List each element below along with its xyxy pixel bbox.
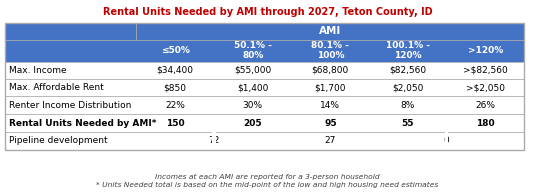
- Text: Rental Units Needed by AMI through 2027, Teton County, ID: Rental Units Needed by AMI through 2027,…: [103, 7, 432, 17]
- Text: 72: 72: [208, 136, 220, 145]
- Text: Renter Income Distribution: Renter Income Distribution: [9, 101, 132, 110]
- Bar: [5, 23, 136, 40]
- Text: $2,050: $2,050: [392, 83, 424, 92]
- Text: $850: $850: [164, 83, 187, 92]
- Text: 27: 27: [325, 136, 336, 145]
- Text: Pipeline development: Pipeline development: [9, 136, 108, 145]
- Bar: [5, 132, 524, 150]
- Text: 30%: 30%: [243, 101, 263, 110]
- Text: 95: 95: [324, 119, 337, 128]
- Text: ≤50%: ≤50%: [161, 46, 189, 55]
- Bar: [5, 23, 524, 150]
- Text: >$2,050: >$2,050: [466, 83, 505, 92]
- Text: >120%: >120%: [468, 46, 503, 55]
- Text: $68,800: $68,800: [312, 66, 349, 75]
- Bar: [212, 132, 216, 150]
- Text: 80.1% -
100%: 80.1% - 100%: [311, 41, 349, 60]
- Text: 55: 55: [402, 119, 414, 128]
- Text: * Units Needed total is based on the mid-point of the low and high housing need : * Units Needed total is based on the mid…: [96, 182, 439, 188]
- Text: 150: 150: [166, 119, 185, 128]
- Text: 8%: 8%: [401, 101, 415, 110]
- Text: 0: 0: [444, 136, 449, 145]
- Bar: [5, 79, 524, 96]
- Text: 50.1% -
80%: 50.1% - 80%: [234, 41, 272, 60]
- Bar: [5, 114, 524, 132]
- Text: >$82,560: >$82,560: [463, 66, 508, 75]
- Text: $55,000: $55,000: [234, 66, 271, 75]
- Text: Max. Affordable Rent: Max. Affordable Rent: [9, 83, 104, 92]
- Text: $34,400: $34,400: [157, 66, 194, 75]
- Text: Max. Income: Max. Income: [9, 66, 67, 75]
- Bar: [136, 23, 524, 40]
- Text: AMI: AMI: [319, 26, 341, 36]
- Bar: [445, 132, 448, 150]
- Text: 22%: 22%: [165, 101, 185, 110]
- Bar: [5, 96, 524, 114]
- Text: $1,400: $1,400: [237, 83, 269, 92]
- Text: 205: 205: [243, 119, 262, 128]
- Text: 26%: 26%: [476, 101, 495, 110]
- Bar: [5, 40, 524, 62]
- Text: 14%: 14%: [320, 101, 340, 110]
- Bar: [5, 62, 524, 79]
- Text: $82,560: $82,560: [389, 66, 426, 75]
- Text: $1,700: $1,700: [315, 83, 346, 92]
- Text: 180: 180: [476, 119, 495, 128]
- Text: 100.1% -
120%: 100.1% - 120%: [386, 41, 430, 60]
- Text: Rental Units Needed by AMI*: Rental Units Needed by AMI*: [9, 119, 157, 128]
- Text: Incomes at each AMI are reported for a 3-person household: Incomes at each AMI are reported for a 3…: [155, 174, 380, 180]
